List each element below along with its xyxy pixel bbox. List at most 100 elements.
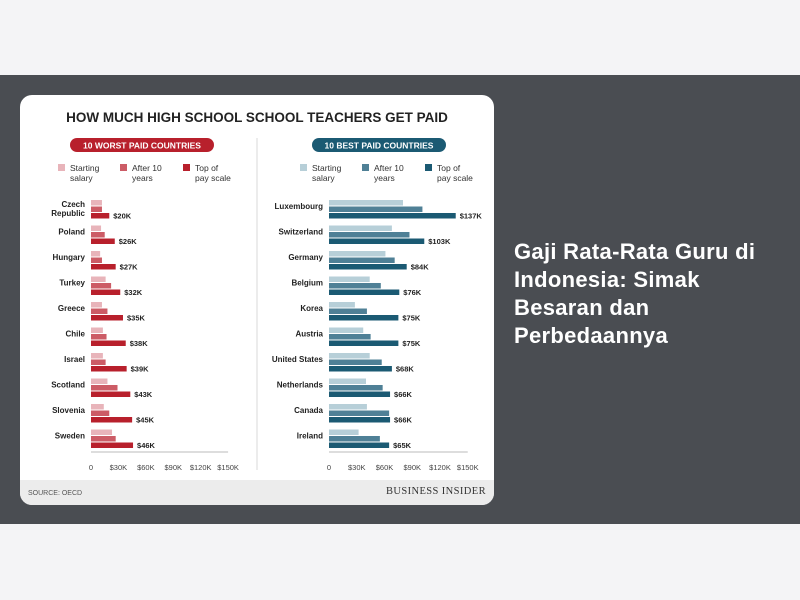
best-category-label: Luxembourg — [275, 202, 324, 211]
worst-bar-top — [91, 238, 115, 244]
worst-tick-label: $60K — [137, 463, 155, 472]
best-category-label: Netherlands — [277, 381, 324, 390]
best-category-label: Switzerland — [279, 228, 324, 237]
worst-bar-top — [91, 264, 116, 270]
worst-legend-label-start: Starting — [70, 163, 100, 173]
worst-value-label: $39K — [131, 365, 150, 374]
worst-bar-start — [91, 404, 104, 410]
best-category-label: United States — [272, 355, 324, 364]
worst-bar-mid — [91, 436, 116, 442]
best-legend-label-top-2: pay scale — [437, 173, 473, 183]
worst-bar-start — [91, 327, 103, 333]
worst-category-label: Chile — [65, 330, 85, 339]
worst-category-label: Czech — [61, 200, 85, 209]
best-legend-swatch-start — [300, 164, 307, 171]
best-legend-label-mid: After 10 — [374, 163, 404, 173]
best-bar-top — [329, 289, 400, 295]
worst-legend-label-start-2: salary — [70, 173, 93, 183]
worst-legend-label-mid: After 10 — [132, 163, 162, 173]
worst-bar-top — [91, 315, 123, 321]
best-bar-top — [329, 315, 399, 321]
best-bar-mid — [329, 385, 383, 391]
worst-bar-start — [91, 378, 108, 384]
worst-tick-label: 0 — [89, 463, 93, 472]
infographic-footer — [20, 480, 494, 505]
best-value-label: $137K — [460, 212, 483, 221]
best-bar-mid — [329, 206, 423, 212]
best-value-label: $66K — [394, 390, 413, 399]
worst-bar-mid — [91, 206, 102, 212]
worst-bar-top — [91, 417, 133, 423]
worst-category-label: Greece — [58, 304, 86, 313]
brand-logo: BUSINESS INSIDER — [385, 486, 486, 497]
best-category-label: Germany — [288, 253, 323, 262]
worst-bar-mid — [91, 283, 112, 289]
best-bar-start — [329, 327, 364, 333]
worst-bar-mid — [91, 359, 106, 365]
worst-tick-label: $90K — [164, 463, 182, 472]
best-bar-top — [329, 340, 399, 346]
worst-legend-swatch-start — [58, 164, 65, 171]
worst-bar-top — [91, 340, 126, 346]
best-value-label: $103K — [428, 237, 451, 246]
best-legend-label-top: Top of — [437, 163, 461, 173]
worst-value-label: $38K — [130, 339, 149, 348]
best-panel-title: 10 BEST PAID COUNTRIES — [325, 141, 434, 151]
worst-bar-top — [91, 391, 131, 397]
worst-bar-mid — [91, 232, 105, 238]
worst-tick-label: $30K — [110, 463, 128, 472]
chart-title: HOW MUCH HIGH SCHOOL SCHOOL TEACHERS GET… — [66, 110, 448, 125]
worst-bar-top — [91, 289, 121, 295]
best-bar-start — [329, 276, 370, 282]
best-tick-label: $150K — [457, 463, 479, 472]
worst-tick-label: $120K — [190, 463, 212, 472]
worst-legend-swatch-top — [183, 164, 190, 171]
best-legend-label-mid-2: years — [374, 173, 395, 183]
best-tick-label: 0 — [327, 463, 331, 472]
worst-category-label: Poland — [58, 228, 85, 237]
best-bar-start — [329, 200, 403, 206]
best-bar-start — [329, 251, 386, 257]
worst-value-label: $20K — [113, 212, 132, 221]
best-legend-swatch-mid — [362, 164, 369, 171]
worst-tick-label: $150K — [217, 463, 239, 472]
worst-bar-top — [91, 213, 110, 219]
best-bar-mid — [329, 232, 410, 238]
worst-value-label: $26K — [119, 237, 138, 246]
best-bar-mid — [329, 410, 390, 416]
worst-category-label: Turkey — [59, 279, 85, 288]
best-bar-mid — [329, 436, 380, 442]
worst-value-label: $27K — [120, 263, 139, 272]
best-bar-start — [329, 404, 367, 410]
worst-value-label: $46K — [137, 441, 156, 450]
best-bar-top — [329, 213, 456, 219]
worst-category-label: Scotland — [51, 381, 85, 390]
best-bar-top — [329, 238, 425, 244]
best-category-label: Austria — [295, 330, 323, 339]
article-headline: Gaji Rata-Rata Guru di Indonesia: Simak … — [514, 239, 756, 348]
best-panel-pill — [312, 138, 446, 152]
best-bar-mid — [329, 283, 381, 289]
worst-bar-top — [91, 366, 127, 372]
worst-bar-start — [91, 276, 106, 282]
worst-bar-mid — [91, 308, 108, 314]
worst-legend-label-top: Top of — [195, 163, 219, 173]
best-legend-swatch-top — [425, 164, 432, 171]
best-tick-label: $30K — [348, 463, 366, 472]
best-value-label: $66K — [394, 416, 413, 425]
best-bar-start — [329, 225, 392, 231]
best-category-label: Canada — [294, 406, 323, 415]
best-value-label: $84K — [411, 263, 430, 272]
best-bar-start — [329, 353, 370, 359]
best-value-label: $76K — [403, 288, 422, 297]
worst-value-label: $32K — [124, 288, 143, 297]
best-bar-top — [329, 442, 390, 448]
best-bar-top — [329, 264, 407, 270]
worst-value-label: $43K — [134, 390, 153, 399]
infographic-card: HOW MUCH HIGH SCHOOL SCHOOL TEACHERS GET… — [20, 95, 494, 505]
worst-panel-pill — [70, 138, 214, 152]
best-bar-mid — [329, 308, 367, 314]
best-value-label: $75K — [402, 339, 421, 348]
best-bar-start — [329, 302, 355, 308]
best-bar-mid — [329, 257, 395, 263]
